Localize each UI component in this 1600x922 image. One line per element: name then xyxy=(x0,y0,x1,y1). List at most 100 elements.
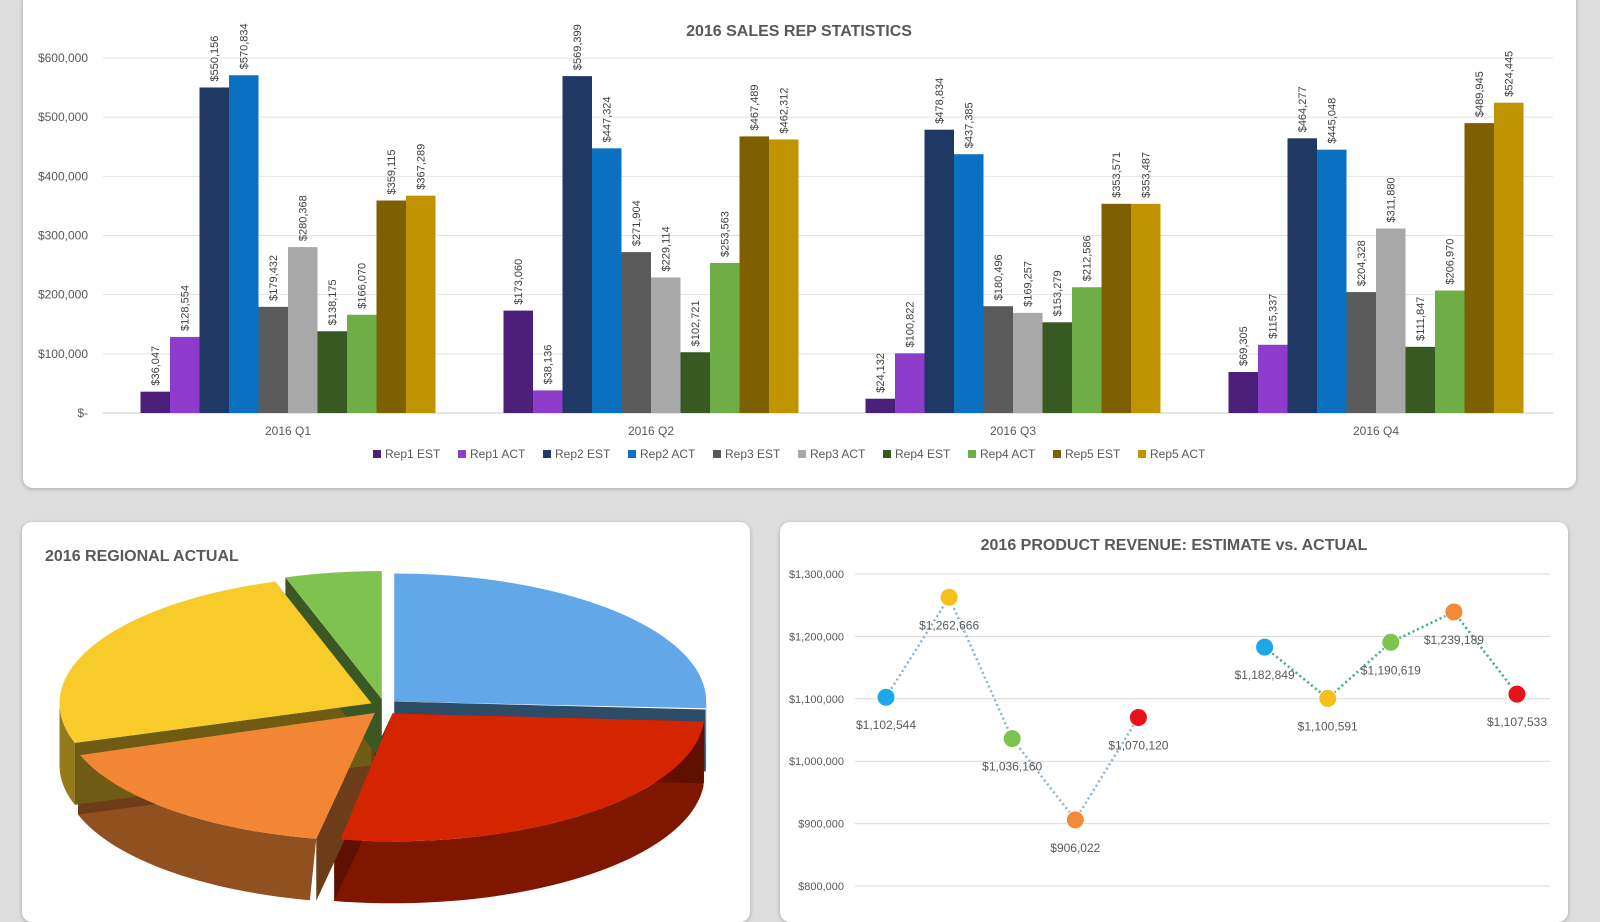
bar xyxy=(680,352,710,413)
bar-data-label: $179,432 xyxy=(268,255,280,301)
bar xyxy=(710,262,740,413)
legend-label: Rep5 EST xyxy=(1065,447,1121,461)
bar xyxy=(1317,149,1347,413)
legend-swatch xyxy=(543,450,551,458)
legend-label: Rep2 EST xyxy=(555,447,611,461)
y-tick-label: $600,000 xyxy=(38,51,88,65)
legend-label: Rep4 EST xyxy=(895,447,951,461)
data-point-label: $906,022 xyxy=(1050,841,1100,855)
series-line xyxy=(1263,610,1518,701)
bar xyxy=(1435,290,1465,413)
bar xyxy=(1464,123,1494,413)
bar xyxy=(140,391,170,413)
legend-label: Rep1 ACT xyxy=(470,447,526,461)
bar-data-label: $229,114 xyxy=(661,226,673,271)
bar-data-label: $569,399 xyxy=(572,24,584,70)
bar xyxy=(406,195,436,413)
bar xyxy=(229,75,259,413)
bar-data-label: $206,970 xyxy=(1445,239,1457,285)
bar xyxy=(258,306,288,413)
x-category-label: 2016 Q1 xyxy=(265,424,311,438)
data-point xyxy=(1255,637,1275,657)
data-point xyxy=(876,687,896,707)
bar-data-label: $128,554 xyxy=(180,285,192,331)
bar-data-label: $100,822 xyxy=(905,301,917,347)
legend-swatch xyxy=(458,450,466,458)
data-point-label: $1,190,619 xyxy=(1361,663,1421,677)
bar-data-label: $437,385 xyxy=(964,102,976,148)
bar-data-label: $353,571 xyxy=(1111,152,1123,198)
bar xyxy=(1042,322,1072,413)
x-category-label: 2016 Q4 xyxy=(1353,424,1399,438)
regional-pie-chart xyxy=(59,571,707,904)
bar xyxy=(1131,203,1161,413)
bar xyxy=(1101,203,1131,413)
bar xyxy=(347,314,377,413)
bar-data-label: $353,487 xyxy=(1141,152,1153,198)
sales-rep-statistics-card: 2016 SALES REP STATISTICS $- $100,000 $200,… xyxy=(23,0,1576,488)
bar xyxy=(592,148,622,413)
legend-label: Rep4 ACT xyxy=(980,447,1036,461)
legend-swatch xyxy=(1138,450,1146,458)
legend-label: Rep2 ACT xyxy=(640,447,696,461)
bar xyxy=(1405,346,1435,413)
pie-slice-side xyxy=(78,755,317,901)
bar xyxy=(865,398,895,413)
product-revenue-card: $800,000 $900,000 $1,000,000 $1,100,000 $1,2… xyxy=(780,522,1568,922)
data-point-label: $1,102,544 xyxy=(856,718,916,732)
bar xyxy=(1072,287,1102,413)
bar xyxy=(562,76,592,413)
bar-data-label: $311,880 xyxy=(1386,177,1398,222)
bar-data-label: $489,945 xyxy=(1474,71,1486,117)
data-point xyxy=(1128,707,1148,727)
bar xyxy=(533,390,563,413)
bar-data-label: $550,156 xyxy=(209,36,221,82)
bar-data-label: $464,277 xyxy=(1297,86,1309,132)
data-point-label: $1,107,533 xyxy=(1487,715,1547,729)
series-line xyxy=(884,594,1140,823)
bar xyxy=(1228,371,1258,413)
y-tick-label: $100,000 xyxy=(38,347,88,361)
legend-swatch xyxy=(1053,450,1061,458)
bar-data-label: $102,721 xyxy=(690,300,702,346)
bar-data-label: $204,328 xyxy=(1356,240,1368,286)
bar xyxy=(769,139,799,413)
bar-data-label: $36,047 xyxy=(150,346,162,386)
bar-data-label: $138,175 xyxy=(327,279,339,325)
legend-swatch xyxy=(373,450,381,458)
bar-data-label: $180,496 xyxy=(993,254,1005,300)
data-point xyxy=(1318,688,1338,708)
bar xyxy=(621,252,651,413)
data-point-label: $1,100,591 xyxy=(1298,719,1358,733)
bar xyxy=(895,353,925,413)
y-tick-label: $500,000 xyxy=(38,110,88,124)
pie-slice xyxy=(80,713,375,839)
bar xyxy=(651,277,681,413)
bar-data-label: $173,060 xyxy=(513,259,525,305)
bar xyxy=(1013,312,1043,413)
y-tick-label: $- xyxy=(77,406,88,420)
y-tick-label: $1,200,000 xyxy=(789,631,844,643)
y-tick-label: $1,100,000 xyxy=(789,694,844,706)
legend-swatch xyxy=(628,450,636,458)
bar xyxy=(1494,102,1524,414)
legend-label: Rep3 ACT xyxy=(810,447,866,461)
legend-label: Rep1 EST xyxy=(385,447,441,461)
x-category-label: 2016 Q3 xyxy=(990,424,1036,438)
bar-data-label: $24,132 xyxy=(875,353,887,393)
y-tick-label: $900,000 xyxy=(798,819,844,831)
bar-data-label: $271,904 xyxy=(631,200,643,246)
y-tick-label: $800,000 xyxy=(798,881,844,893)
legend-swatch xyxy=(968,450,976,458)
data-point xyxy=(1065,810,1085,830)
bar-data-label: $253,563 xyxy=(720,211,732,257)
bar xyxy=(1376,228,1406,413)
bar xyxy=(376,200,406,413)
bar-data-label: $359,115 xyxy=(386,149,398,194)
data-point xyxy=(1507,684,1527,704)
data-point-label: $1,070,120 xyxy=(1108,738,1168,752)
pie-slice xyxy=(59,581,372,743)
pie-slice-side xyxy=(334,721,704,904)
bar-data-label: $169,257 xyxy=(1023,261,1035,307)
pie-slice xyxy=(340,713,704,842)
